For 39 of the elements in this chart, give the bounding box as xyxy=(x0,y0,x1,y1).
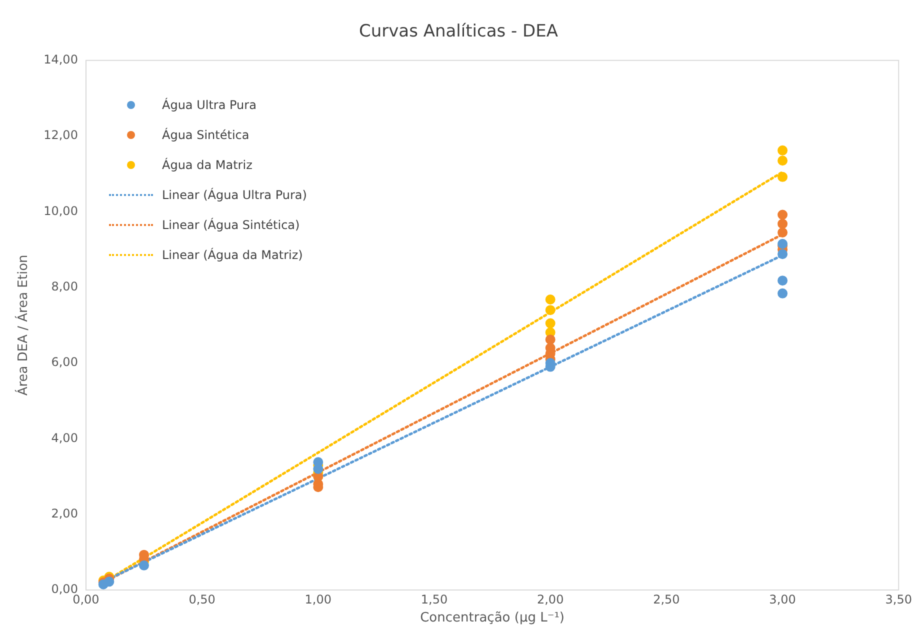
point xyxy=(778,218,788,229)
y-tick-label: 2,00 xyxy=(51,506,78,520)
point xyxy=(778,249,788,260)
point xyxy=(545,294,556,304)
legend-label: Água Ultra Pura xyxy=(162,98,256,112)
legend-label: Linear (Água Ultra Pura) xyxy=(162,188,307,202)
legend-label: Linear (Água Sintética) xyxy=(162,218,300,232)
point xyxy=(778,288,788,298)
x-tick-label: 2,50 xyxy=(653,592,680,606)
x-tick-label: 2,00 xyxy=(536,592,564,606)
legend-label: Linear (Água da Matriz) xyxy=(162,248,303,262)
legend-label: Água Sintética xyxy=(162,128,250,142)
point xyxy=(545,318,556,328)
y-tick-label: 14,00 xyxy=(44,52,78,67)
point xyxy=(139,560,150,570)
x-tick-label: 1,50 xyxy=(420,592,448,606)
point xyxy=(778,228,788,238)
y-tick-label: 6,00 xyxy=(51,355,78,370)
point xyxy=(778,156,788,166)
point xyxy=(778,210,788,220)
y-tick-label: 10,00 xyxy=(44,204,78,218)
point xyxy=(545,334,556,345)
y-tick-label: 12,00 xyxy=(44,128,78,142)
x-tick-label: 0,00 xyxy=(72,592,100,606)
x-tick-label: 1,00 xyxy=(304,592,332,606)
legend-label: Água da Matriz xyxy=(162,158,252,172)
point xyxy=(778,276,788,286)
x-tick-label: 3,00 xyxy=(769,592,796,606)
y-tick-label: 4,00 xyxy=(51,430,78,445)
point xyxy=(104,576,114,587)
x-axis-title: Concentração (µg L⁻¹) xyxy=(420,610,564,626)
point xyxy=(778,145,788,156)
x-tick-label: 3,50 xyxy=(885,592,912,606)
x-tick-label: 0,50 xyxy=(188,592,216,606)
y-tick-label: 8,00 xyxy=(51,279,78,294)
point xyxy=(778,172,788,182)
point xyxy=(545,305,556,316)
chart-title: Curvas Analíticas - DEA xyxy=(358,22,558,42)
y-axis-title: Área DEA / Área Etion xyxy=(14,254,32,396)
